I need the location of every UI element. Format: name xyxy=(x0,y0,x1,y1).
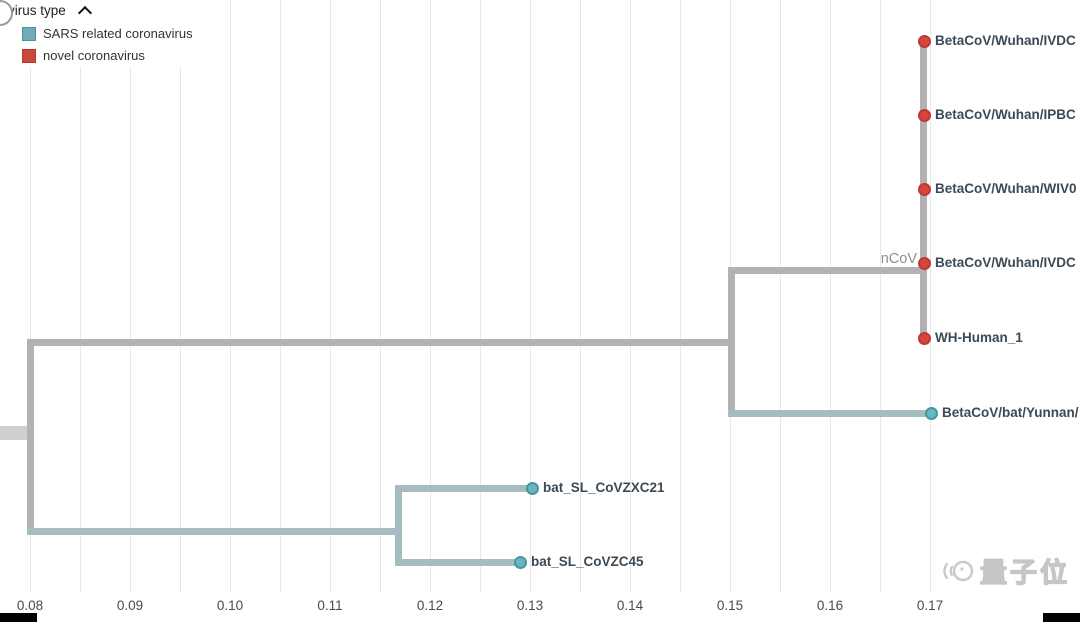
tip-label: BetaCoV/Wuhan/IVDC xyxy=(935,33,1076,48)
sars-color-swatch xyxy=(22,26,36,41)
tree-branch xyxy=(394,484,402,566)
tree-branch xyxy=(394,558,524,566)
legend-title: virus type xyxy=(8,2,66,18)
gridline xyxy=(630,0,631,593)
tip-node-dot[interactable] xyxy=(917,256,931,270)
tree-branch xyxy=(0,426,34,440)
gridline xyxy=(680,0,681,593)
tip-label: BetaCoV/Wuhan/IPBC xyxy=(935,107,1076,122)
gridline xyxy=(780,0,781,593)
gridline xyxy=(880,0,881,593)
gridline xyxy=(180,0,181,593)
tree-branch xyxy=(394,484,536,492)
bottom-right-black-bar xyxy=(1043,613,1080,622)
tip-node-dot[interactable] xyxy=(917,331,931,345)
bottom-left-black-bar xyxy=(0,613,37,622)
tree-branch xyxy=(727,409,935,417)
axis-tick-label: 0.11 xyxy=(317,598,343,613)
watermark-text: 量子位 xyxy=(979,557,1070,588)
tip-node-dot[interactable] xyxy=(513,555,527,569)
gridline xyxy=(830,0,831,593)
novel-color-swatch xyxy=(22,48,36,63)
tree-branch xyxy=(26,527,402,535)
gridline xyxy=(230,0,231,593)
tip-node-dot[interactable] xyxy=(924,406,938,420)
gridline xyxy=(380,0,381,593)
axis-tick-label: 0.10 xyxy=(216,598,244,613)
legend-item-label: SARS related coronavirus xyxy=(43,26,193,41)
legend-item-novel[interactable]: novel coronavirus xyxy=(22,48,193,63)
gridline xyxy=(580,0,581,593)
virus-type-legend: virus type SARS related coronavirus nove… xyxy=(8,1,199,67)
tip-label: BetaCoV/bat/Yunnan/ xyxy=(942,405,1079,420)
axis-tick-label: 0.14 xyxy=(616,598,644,613)
gridline xyxy=(130,0,131,593)
gridline xyxy=(480,0,481,593)
gridline xyxy=(80,0,81,593)
tree-branch xyxy=(26,338,34,535)
tip-label: bat_SL_CoVZXC21 xyxy=(543,480,665,495)
gridline xyxy=(430,0,431,593)
ncov-clade-label: nCoV xyxy=(880,251,917,267)
tip-label: WH-Human_1 xyxy=(935,330,1023,345)
gridline xyxy=(930,0,931,593)
axis-tick-label: 0.09 xyxy=(116,598,144,613)
axis-tick-label: 0.12 xyxy=(416,598,444,613)
axis-tick-label: 0.17 xyxy=(916,598,944,613)
legend-header: virus type xyxy=(8,1,193,20)
tip-node-dot[interactable] xyxy=(917,108,931,122)
tip-label: BetaCoV/Wuhan/IVDC xyxy=(935,255,1076,270)
axis-tick-label: 0.08 xyxy=(16,598,44,613)
tree-branch xyxy=(727,266,927,274)
tip-node-dot[interactable] xyxy=(917,34,931,48)
gridline xyxy=(30,0,31,593)
tip-node-dot[interactable] xyxy=(525,481,539,495)
tip-label: BetaCoV/Wuhan/WIV0 xyxy=(935,181,1077,196)
watermark: 量子位 xyxy=(940,551,1070,590)
gridline xyxy=(530,0,531,593)
tip-node-dot[interactable] xyxy=(917,182,931,196)
tree-branch xyxy=(727,266,735,417)
axis-tick-label: 0.16 xyxy=(816,598,844,613)
tip-label: bat_SL_CoVZC45 xyxy=(531,554,644,569)
legend-item-label: novel coronavirus xyxy=(43,48,145,63)
qbitai-logo-icon xyxy=(943,560,974,581)
chevron-up-icon[interactable] xyxy=(77,5,92,20)
gridline xyxy=(330,0,331,593)
legend-item-sars[interactable]: SARS related coronavirus xyxy=(22,26,193,41)
gridline xyxy=(280,0,281,593)
axis-tick-label: 0.15 xyxy=(716,598,744,613)
tree-branch xyxy=(26,338,735,346)
axis-tick-label: 0.13 xyxy=(516,598,544,613)
